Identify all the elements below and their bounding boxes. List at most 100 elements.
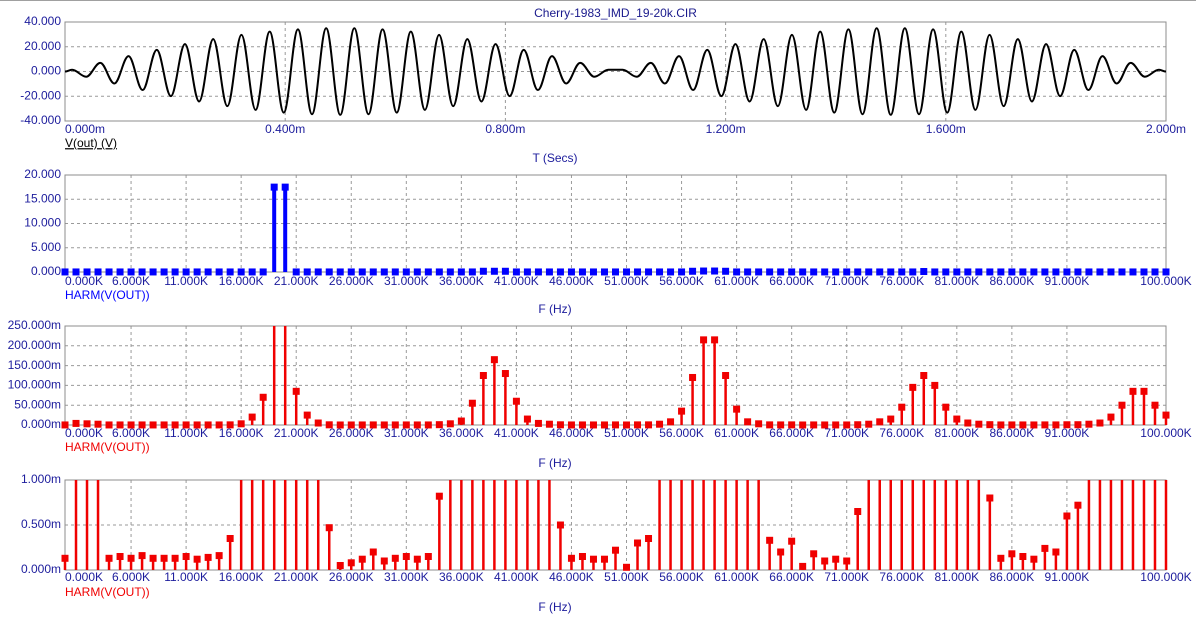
stem-marker	[1140, 268, 1148, 276]
stem-marker	[193, 555, 201, 563]
y-tick-label: 0.000m	[21, 417, 61, 431]
stem-marker	[1019, 553, 1027, 560]
stem-marker	[61, 554, 69, 562]
plot-area	[61, 183, 1170, 276]
stem-marker	[1162, 411, 1170, 419]
stem-marker	[127, 421, 135, 429]
stem-marker	[138, 421, 146, 429]
x-tick-label: 71.000K	[824, 274, 869, 288]
stem-marker	[402, 421, 410, 429]
stem-marker	[534, 268, 542, 276]
stem-marker	[744, 418, 752, 426]
x-tick-label: 0.000K	[65, 426, 103, 440]
y-tick-label: 100.000m	[8, 378, 61, 392]
stem-marker	[358, 555, 366, 563]
legend-entry: HARM(V(OUT))	[65, 288, 150, 302]
stem-marker	[413, 421, 421, 429]
stem-marker	[689, 373, 697, 381]
y-tick-label: -20.000	[20, 88, 61, 102]
stem-marker	[479, 372, 487, 379]
x-tick-label: 91.000K	[1045, 570, 1090, 584]
stem-marker	[1030, 268, 1038, 276]
stem-marker	[755, 297, 762, 304]
stem-marker	[171, 268, 179, 276]
stem-marker	[447, 297, 454, 304]
stem-marker	[1030, 421, 1038, 429]
x-tick-label: 51.000K	[604, 426, 649, 440]
stem-marker	[556, 521, 564, 529]
stem-marker	[722, 372, 730, 379]
x-tick-label: 1.200m	[706, 122, 746, 136]
x-tick-label: 66.000K	[769, 274, 814, 288]
stem-marker	[700, 336, 708, 344]
stem-marker	[964, 268, 972, 276]
x-tick-label: 2.000m	[1146, 122, 1186, 136]
stem-marker	[72, 419, 80, 427]
stem-marker	[171, 554, 179, 562]
stem-marker	[160, 421, 168, 429]
stem-marker	[1019, 268, 1027, 276]
stem-marker	[1063, 512, 1071, 520]
stem-marker	[799, 421, 807, 429]
stem-marker	[623, 421, 631, 429]
x-tick-label: 71.000K	[824, 570, 869, 584]
x-tick-label: 6.000K	[112, 426, 150, 440]
stem-marker	[1063, 268, 1071, 276]
stem-marker	[567, 421, 575, 429]
stem-marker	[1052, 268, 1060, 276]
stem-marker	[138, 552, 146, 560]
stem-marker	[523, 268, 531, 276]
stem-marker	[755, 268, 763, 276]
stem-marker	[226, 268, 234, 276]
stem-marker	[512, 397, 520, 405]
stem-marker	[1129, 268, 1137, 276]
x-tick-label: 66.000K	[769, 570, 814, 584]
legend-entry: V(out) (V)	[65, 136, 117, 150]
stem-marker	[656, 420, 664, 428]
x-tick-label: 0.000m	[65, 122, 105, 136]
stem-marker	[997, 554, 1005, 562]
stem-marker	[336, 562, 344, 569]
stem-marker	[788, 421, 796, 429]
stem-marker	[149, 554, 157, 562]
stem-marker	[391, 421, 399, 429]
x-tick-label: 16.000K	[219, 274, 264, 288]
stem-marker	[612, 268, 619, 276]
y-tick-label: 15.000	[24, 191, 61, 205]
x-tick-label: 100.000K	[1140, 426, 1191, 440]
x-tick-label: 16.000K	[219, 426, 264, 440]
stem-marker	[336, 268, 344, 276]
stem-marker	[589, 555, 597, 563]
stem-marker	[755, 420, 763, 428]
y-tick-label: 50.000m	[14, 397, 61, 411]
stem-marker	[843, 268, 851, 276]
x-tick-label: 21.000K	[274, 570, 319, 584]
stem-marker	[821, 557, 829, 565]
stem-marker	[711, 267, 719, 275]
stem-marker	[700, 267, 708, 275]
stem-marker	[634, 268, 642, 276]
stem-marker	[160, 268, 168, 276]
stem-marker	[182, 421, 190, 429]
stem-marker	[975, 387, 982, 394]
stem-marker	[380, 421, 388, 429]
x-tick-label: 0.000K	[65, 570, 103, 584]
plot-area	[61, 297, 1168, 571]
x-tick-label: 36.000K	[439, 274, 484, 288]
stem-marker	[777, 548, 785, 556]
y-tick-label: 150.000m	[8, 358, 61, 372]
stem-marker	[248, 413, 256, 421]
stem-marker	[667, 418, 675, 426]
stem-marker	[204, 268, 212, 276]
stem-marker	[226, 421, 234, 429]
stem-marker	[259, 393, 267, 401]
stem-marker	[292, 268, 300, 276]
stem-marker	[303, 411, 311, 419]
stem-marker	[94, 268, 102, 276]
x-tick-label: 1.600m	[926, 122, 966, 136]
stem-marker	[1085, 268, 1093, 276]
stem-marker	[193, 421, 201, 429]
x-tick-label: 86.000K	[990, 274, 1035, 288]
y-tick-label: 40.000	[24, 14, 61, 28]
stem-marker	[512, 268, 520, 276]
